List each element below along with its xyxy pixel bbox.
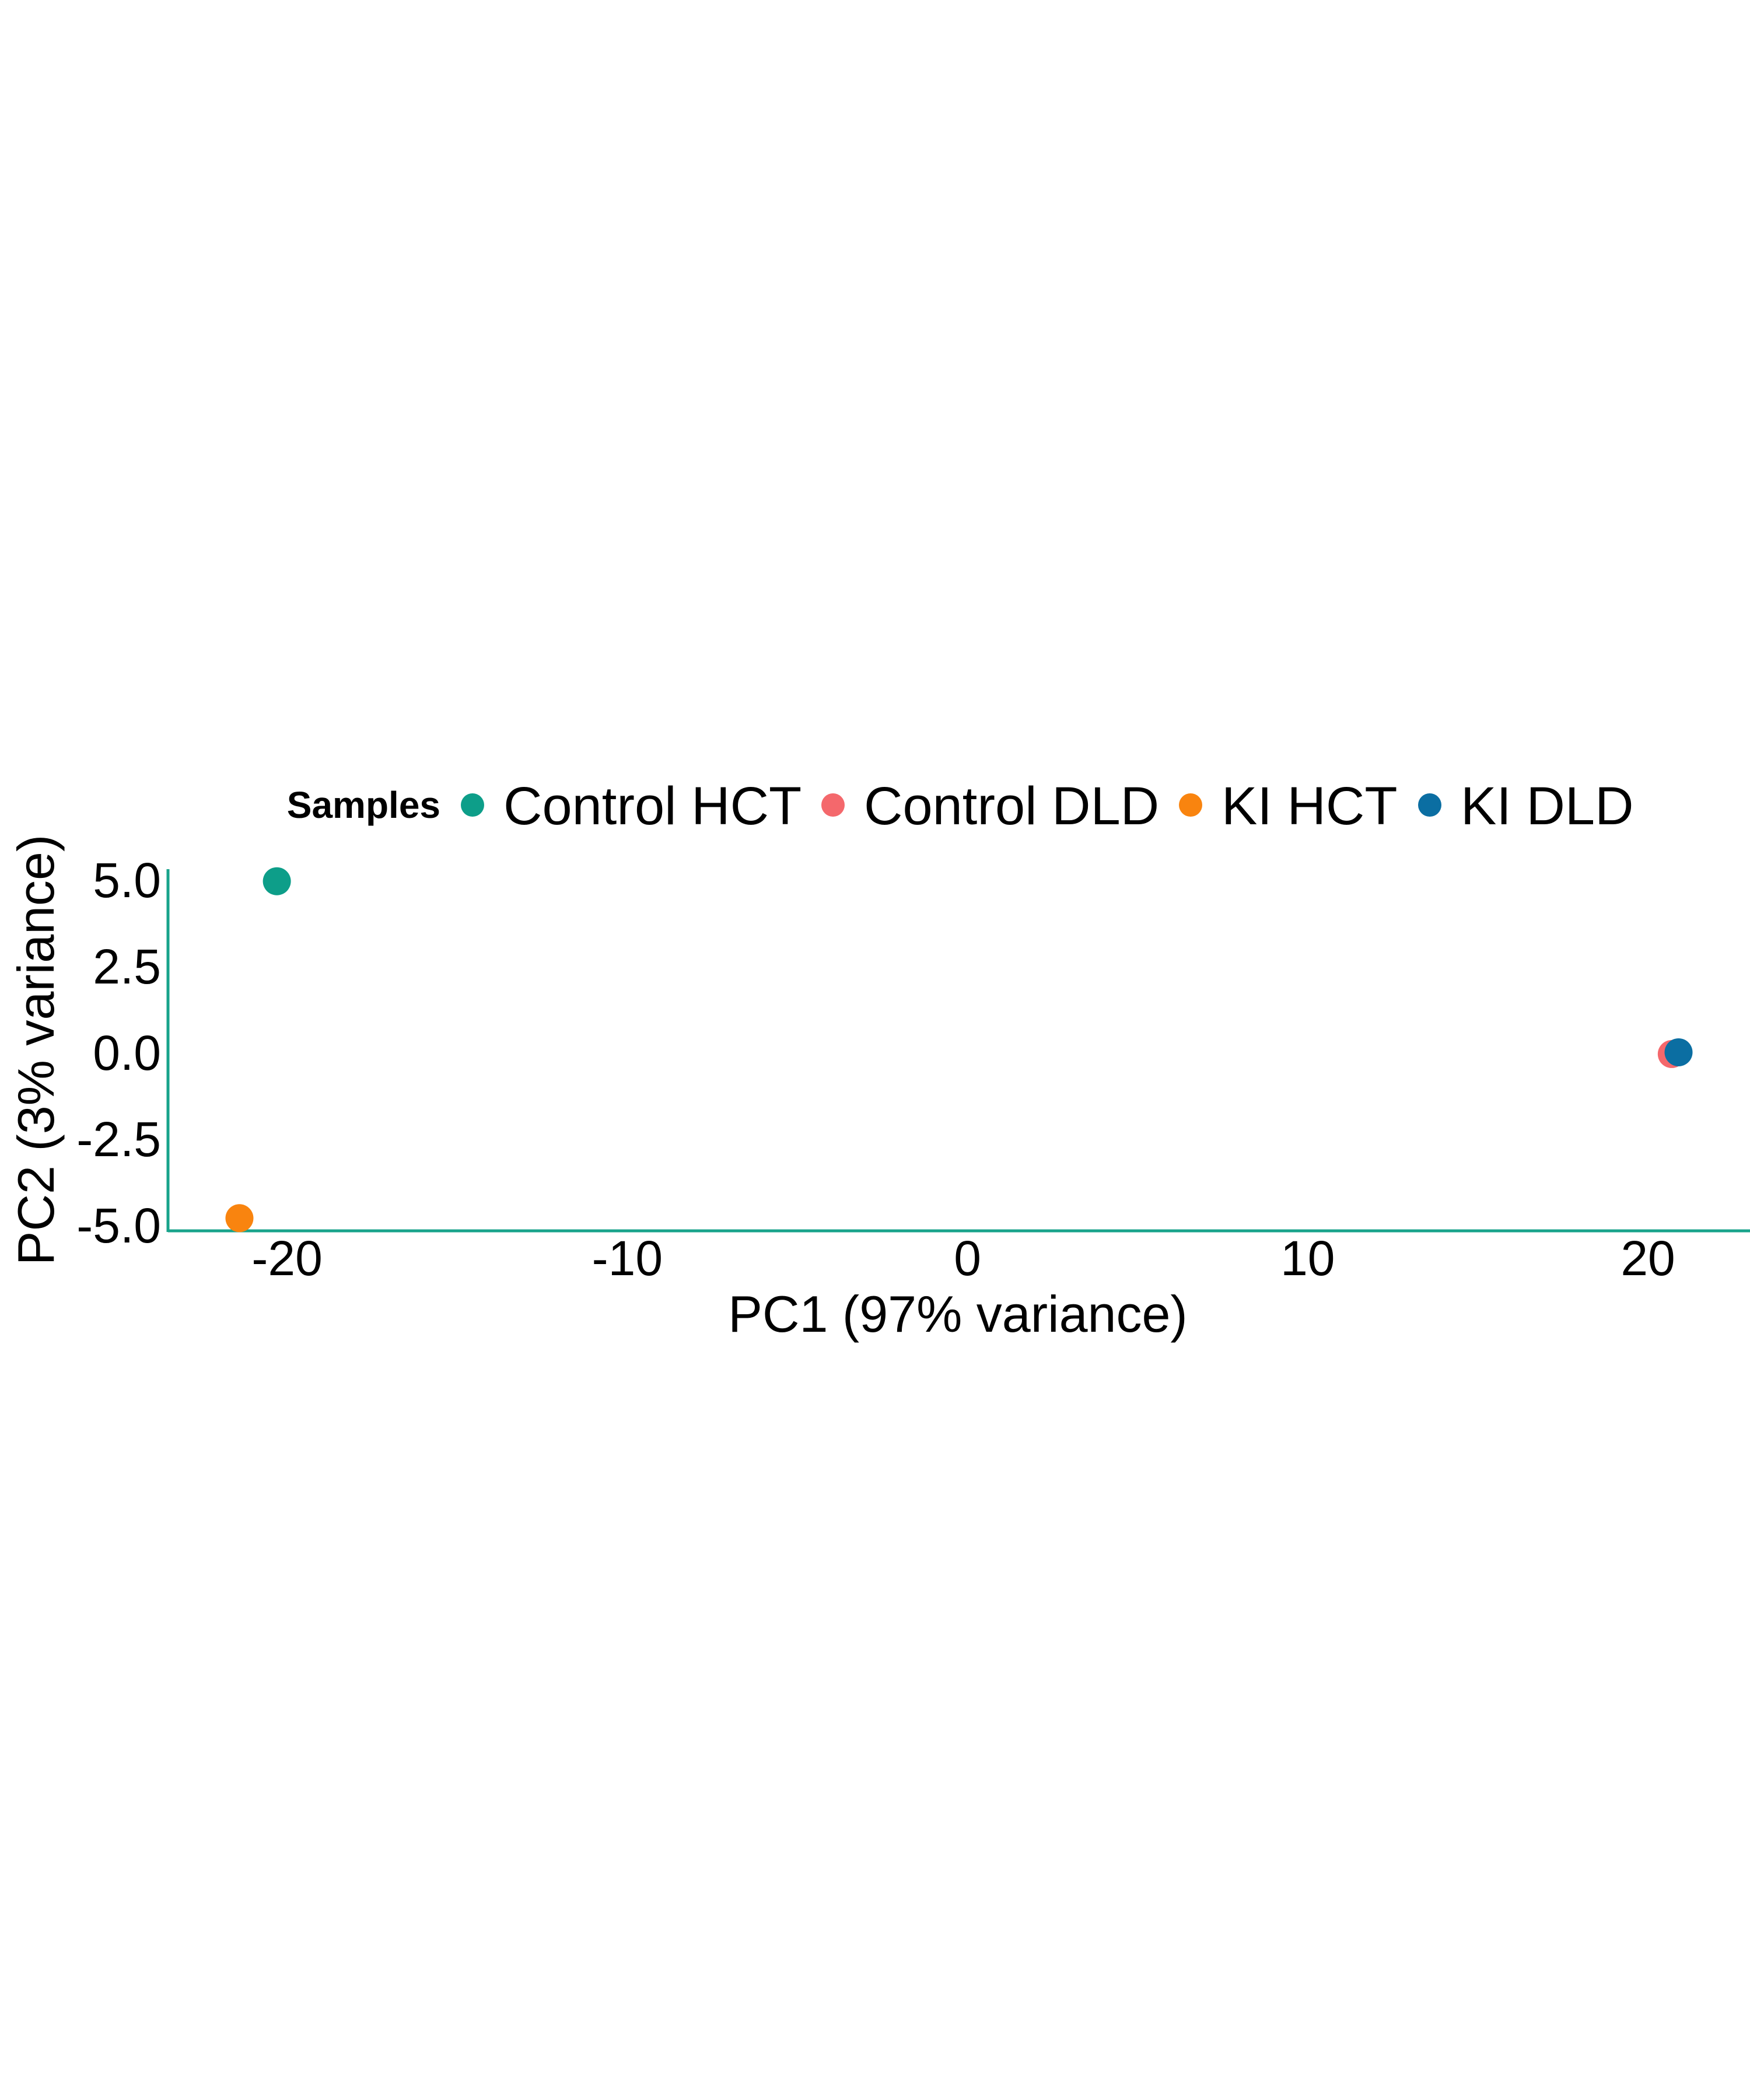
x-tick-labels: -20 -10 0 10 20 (251, 1231, 1675, 1286)
x-tick-label: 10 (1280, 1231, 1335, 1286)
legend: Samples Control HCT Control DLD KI HCT KI D… (287, 776, 1634, 836)
legend-key-control-hct (461, 793, 484, 817)
legend-key-control-dld (821, 793, 845, 817)
y-tick-label: -5.0 (76, 1198, 161, 1253)
legend-key-ki-hct (1179, 793, 1202, 817)
legend-key-ki-dld (1418, 793, 1441, 817)
x-tick-label: -20 (251, 1231, 322, 1286)
x-tick-label: 20 (1620, 1231, 1675, 1286)
legend-label-control-dld: Control DLD (864, 776, 1159, 836)
y-tick-label: -2.5 (76, 1112, 161, 1167)
data-points (225, 867, 1693, 1233)
y-tick-label: 5.0 (93, 853, 161, 908)
x-axis-title: PC1 (97% variance) (728, 1285, 1187, 1343)
x-tick-label: -10 (592, 1231, 663, 1286)
point-control-hct (262, 867, 291, 895)
legend-label-control-hct: Control HCT (503, 776, 802, 836)
y-axis-title: PC2 (3% variance) (7, 835, 65, 1266)
x-tick-label: 0 (954, 1231, 981, 1286)
legend-label-ki-dld: KI DLD (1461, 776, 1634, 836)
y-tick-label: 0.0 (93, 1026, 161, 1080)
legend-title: Samples (287, 784, 440, 826)
plot-area: 5.0 2.5 0.0 -2.5 -5.0 -20 -10 0 10 20 (76, 853, 1750, 1286)
legend-label-ki-hct: KI HCT (1222, 776, 1398, 836)
point-ki-hct (225, 1204, 254, 1233)
y-tick-label: 2.5 (93, 939, 161, 994)
point-ki-dld (1664, 1038, 1693, 1066)
y-tick-labels: 5.0 2.5 0.0 -2.5 -5.0 (76, 853, 161, 1253)
